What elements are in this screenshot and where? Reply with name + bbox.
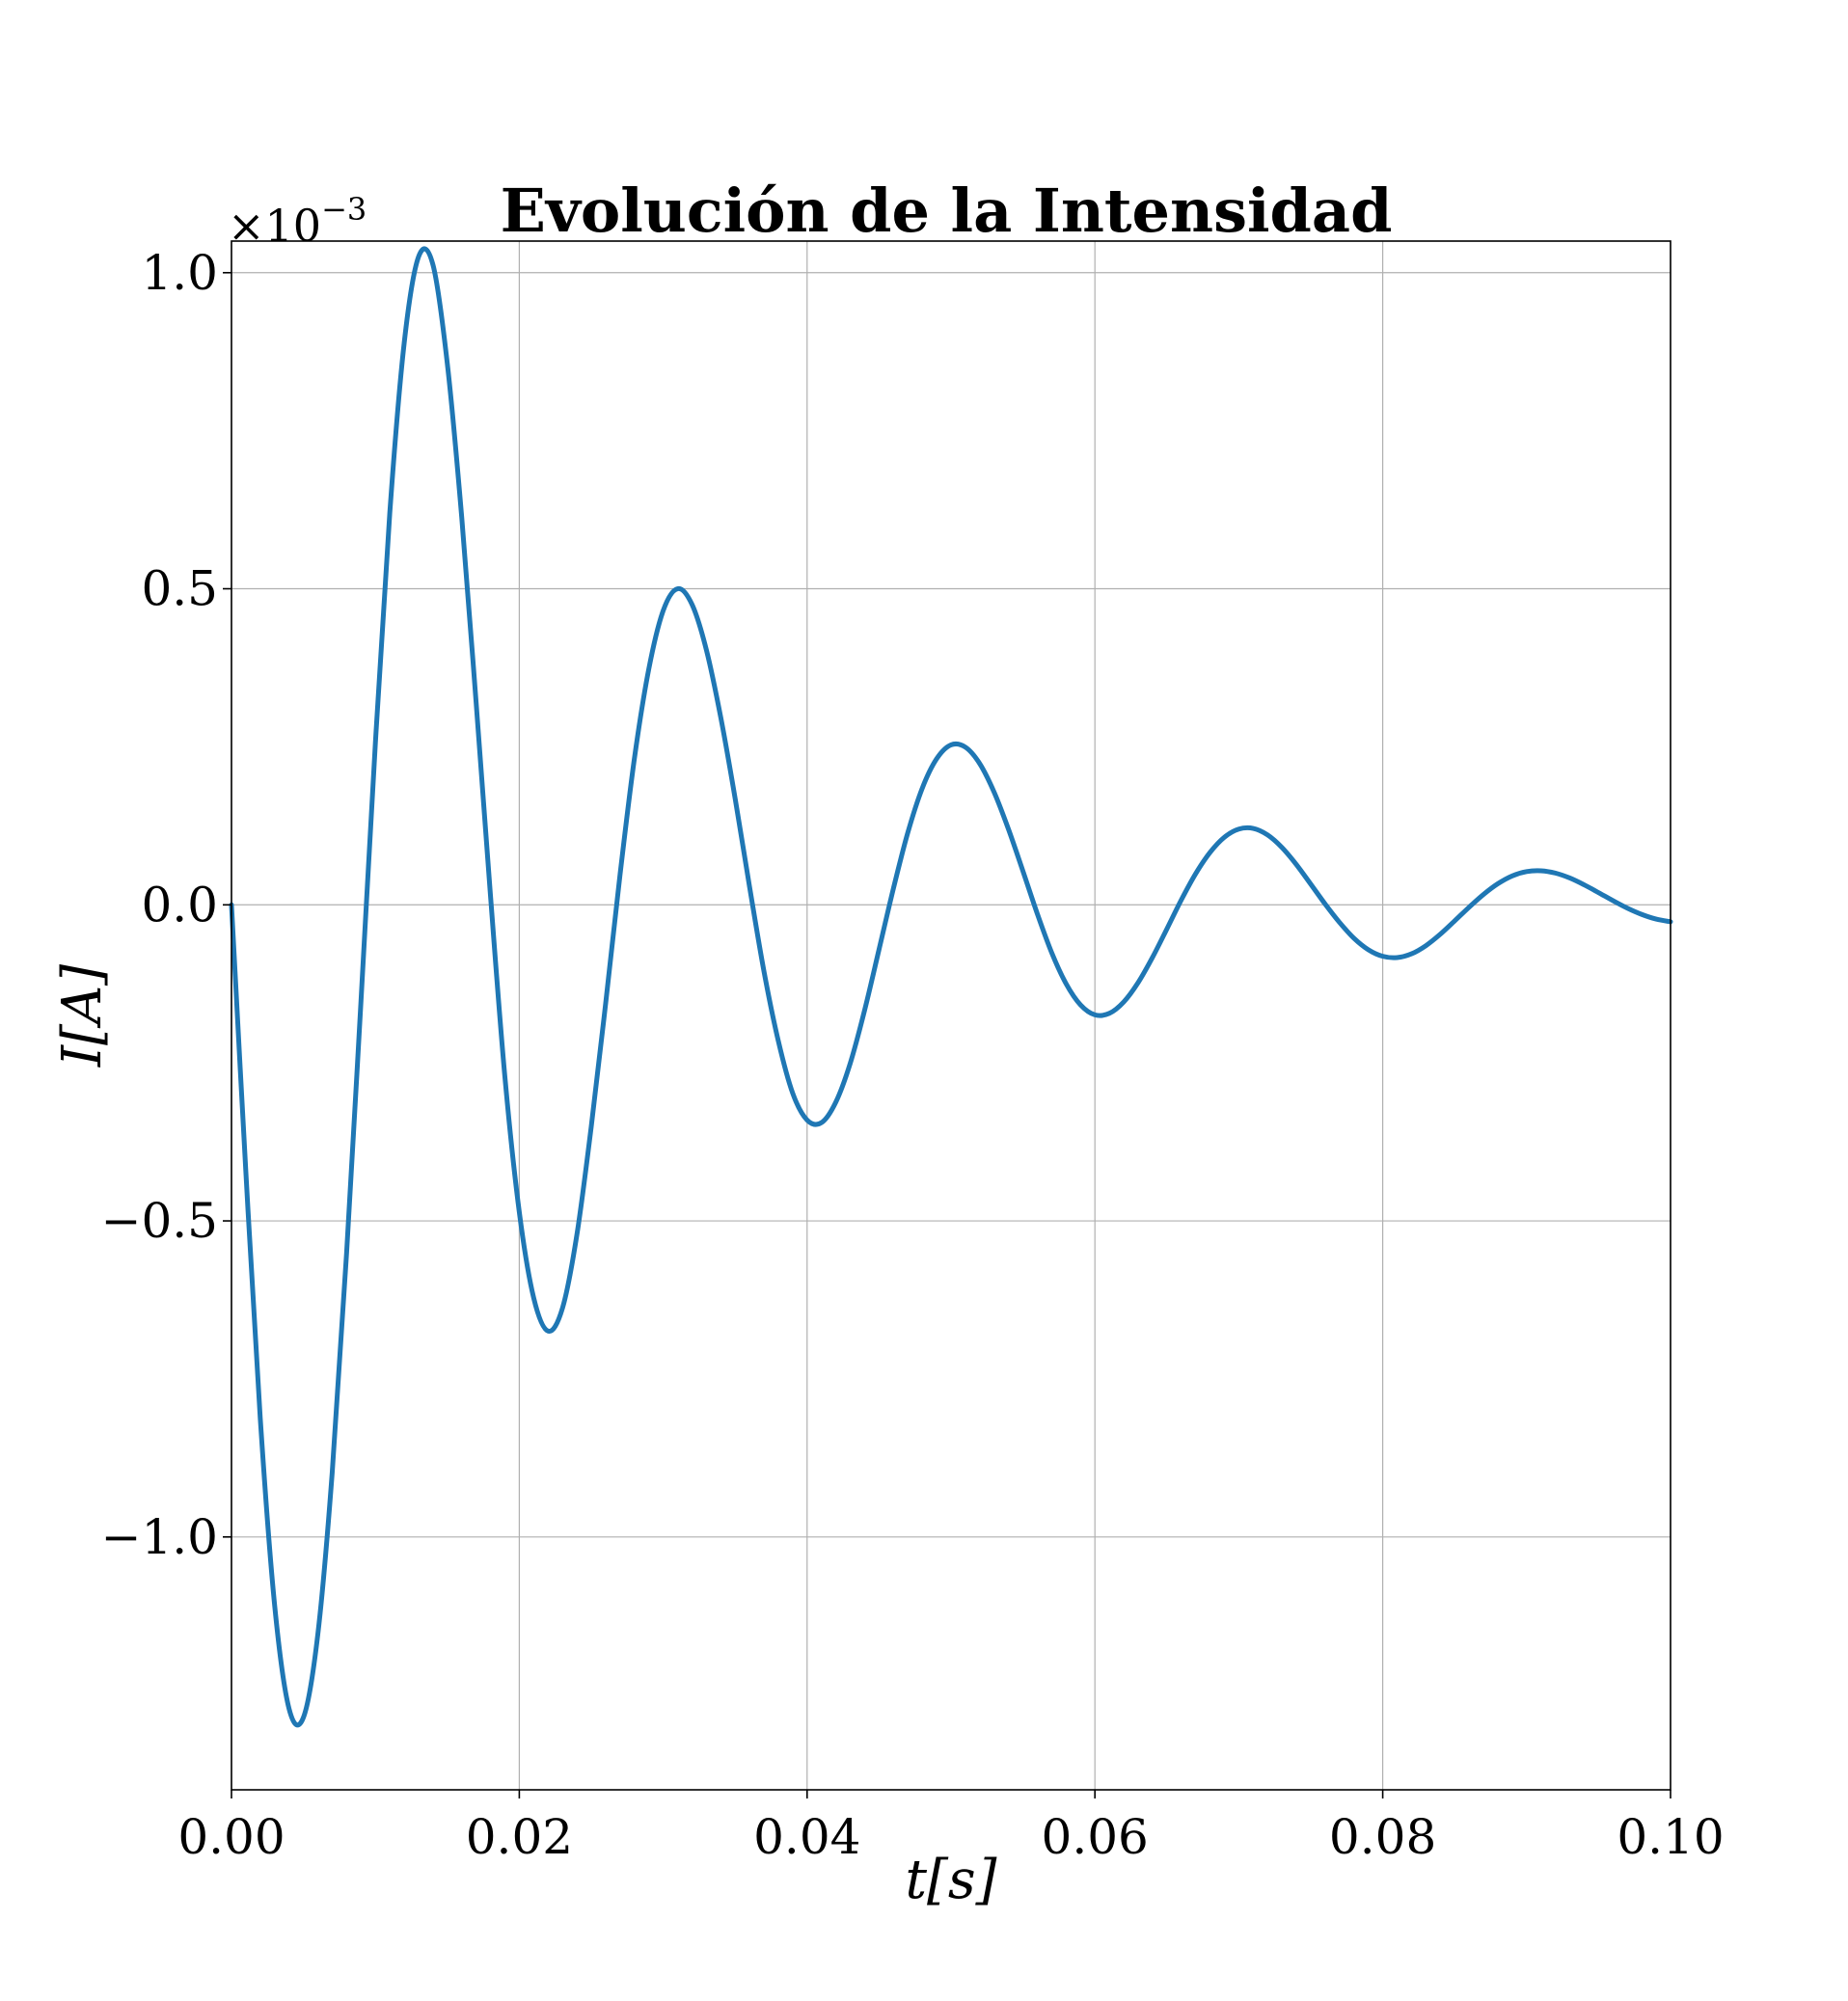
y-tick-label: 1.0 — [141, 245, 218, 301]
y-tick-label: −1.0 — [101, 1509, 218, 1565]
chart-title: Evolución de la Intensidad — [501, 176, 1393, 246]
series-line — [229, 246, 1673, 1728]
y-tick-label: −0.5 — [101, 1193, 218, 1249]
x-tick-label: 0.06 — [1042, 1809, 1149, 1865]
y-axis-label: I[A] — [51, 964, 114, 1068]
plot-area — [229, 246, 1673, 1728]
y-tick-label: 0.0 — [141, 877, 218, 933]
x-tick-label: 0.00 — [177, 1809, 285, 1865]
axes-frame — [231, 240, 1671, 1791]
x-axis-label: t[s] — [906, 1849, 997, 1911]
y-offset-base: ×10 — [228, 200, 321, 252]
x-axis: 0.00 0.02 0.04 0.06 0.08 0.10 — [177, 1790, 1725, 1865]
y-tick-label: 0.5 — [141, 561, 218, 617]
x-tick-label: 0.04 — [753, 1809, 860, 1865]
grid — [231, 241, 1671, 1790]
y-axis: −1.0 −0.5 0.0 0.5 1.0 — [101, 245, 231, 1565]
x-tick-label: 0.02 — [466, 1809, 573, 1865]
y-offset-exponent: −3 — [321, 191, 367, 228]
x-tick-label: 0.10 — [1617, 1809, 1724, 1865]
y-offset-label: ×10−3 — [228, 191, 367, 252]
x-tick-label: 0.08 — [1329, 1809, 1436, 1865]
